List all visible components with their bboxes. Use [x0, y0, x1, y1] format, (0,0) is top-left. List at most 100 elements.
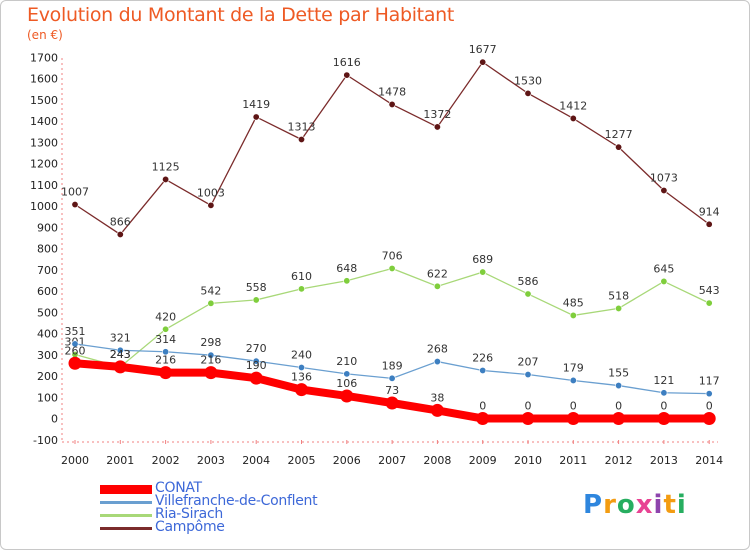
data-label: 542 — [200, 284, 221, 297]
data-point — [340, 389, 354, 403]
y-tick-label: 400 — [37, 328, 58, 341]
chart-subtitle: (en €) — [27, 28, 63, 42]
data-label: 106 — [336, 377, 357, 390]
data-point — [705, 220, 713, 228]
y-tick-label: -100 — [33, 434, 58, 447]
data-label: 136 — [291, 371, 312, 384]
data-label: 0 — [525, 400, 532, 413]
data-point — [343, 71, 351, 79]
data-point — [252, 357, 260, 365]
data-point — [615, 143, 623, 151]
data-point — [615, 382, 623, 390]
data-point — [569, 376, 577, 384]
x-tick-label: 2005 — [288, 454, 316, 467]
x-tick-label: 2009 — [469, 454, 497, 467]
data-label: 1277 — [605, 128, 633, 141]
y-tick-label: 1700 — [30, 51, 58, 64]
y-tick-label: 800 — [37, 243, 58, 256]
x-tick-label: 2000 — [61, 454, 89, 467]
data-label: 0 — [706, 400, 713, 413]
data-point — [162, 175, 170, 183]
data-point — [297, 285, 305, 293]
y-tick-label: 200 — [37, 370, 58, 383]
data-point — [252, 296, 260, 304]
legend-label: Ria-Sirach — [155, 506, 223, 522]
data-label: 1677 — [469, 43, 497, 56]
y-tick-label: 700 — [37, 264, 58, 277]
data-point — [204, 366, 218, 380]
data-point — [433, 282, 441, 290]
x-tick-label: 2011 — [559, 454, 587, 467]
data-point — [388, 264, 396, 272]
data-point — [385, 396, 399, 410]
data-label: 210 — [336, 355, 357, 368]
data-point — [430, 403, 444, 417]
data-point — [343, 370, 351, 378]
data-label: 270 — [246, 342, 267, 355]
legend-swatch — [100, 514, 152, 517]
data-point — [297, 135, 305, 143]
data-label: 243 — [110, 348, 131, 361]
y-tick-label: 600 — [37, 285, 58, 298]
data-label: 586 — [518, 275, 539, 288]
data-label: 38 — [430, 391, 444, 404]
data-label: 1007 — [61, 186, 89, 199]
x-tick-label: 2007 — [378, 454, 406, 467]
data-point — [566, 412, 580, 425]
y-tick-label: 1400 — [30, 115, 58, 128]
data-label: 866 — [110, 215, 131, 228]
data-point — [297, 363, 305, 371]
data-point — [660, 186, 668, 194]
data-point — [68, 356, 82, 370]
y-tick-label: 300 — [37, 349, 58, 362]
data-label: 0 — [570, 400, 577, 413]
y-tick-label: 500 — [37, 306, 58, 319]
data-label: 321 — [110, 331, 131, 344]
data-point — [705, 299, 713, 307]
data-point — [433, 123, 441, 131]
data-label: 73 — [385, 384, 399, 397]
data-label: 914 — [699, 205, 720, 218]
data-point — [524, 290, 532, 298]
data-point — [343, 277, 351, 285]
data-label: 260 — [65, 344, 86, 357]
legend-swatch — [100, 527, 152, 530]
data-label: 207 — [518, 356, 539, 369]
x-tick-label: 2001 — [106, 454, 134, 467]
data-label: 0 — [660, 400, 667, 413]
x-tick-label: 2003 — [197, 454, 225, 467]
data-label: 1313 — [288, 120, 316, 133]
x-tick-label: 2010 — [514, 454, 542, 467]
x-tick-label: 2006 — [333, 454, 361, 467]
data-label: 610 — [291, 270, 312, 283]
data-label: 622 — [427, 267, 448, 280]
data-label: 0 — [479, 400, 486, 413]
data-label: 1412 — [559, 99, 587, 112]
data-label: 121 — [653, 374, 674, 387]
data-label: 485 — [563, 296, 584, 309]
data-point — [207, 351, 215, 359]
data-label: 189 — [382, 359, 403, 372]
data-point — [569, 311, 577, 319]
data-label: 240 — [291, 349, 312, 362]
data-point — [388, 100, 396, 108]
data-point — [657, 412, 671, 425]
data-label: 1003 — [197, 186, 225, 199]
data-point — [71, 340, 79, 348]
x-tick-label: 2012 — [605, 454, 633, 467]
data-point — [162, 325, 170, 333]
data-point — [476, 412, 490, 425]
legend-label: Villefranche-de-Conflent — [155, 493, 318, 509]
data-label: 1478 — [378, 85, 406, 98]
data-label: 117 — [699, 375, 720, 388]
data-label: 190 — [246, 359, 267, 372]
data-point — [249, 371, 263, 385]
data-point — [207, 201, 215, 209]
data-label: 648 — [336, 262, 357, 275]
data-point — [295, 383, 308, 397]
data-label: 0 — [615, 400, 622, 413]
data-label: 689 — [472, 253, 493, 266]
x-tick-label: 2004 — [242, 454, 270, 467]
data-point — [433, 358, 441, 366]
data-label: 1073 — [650, 171, 678, 184]
